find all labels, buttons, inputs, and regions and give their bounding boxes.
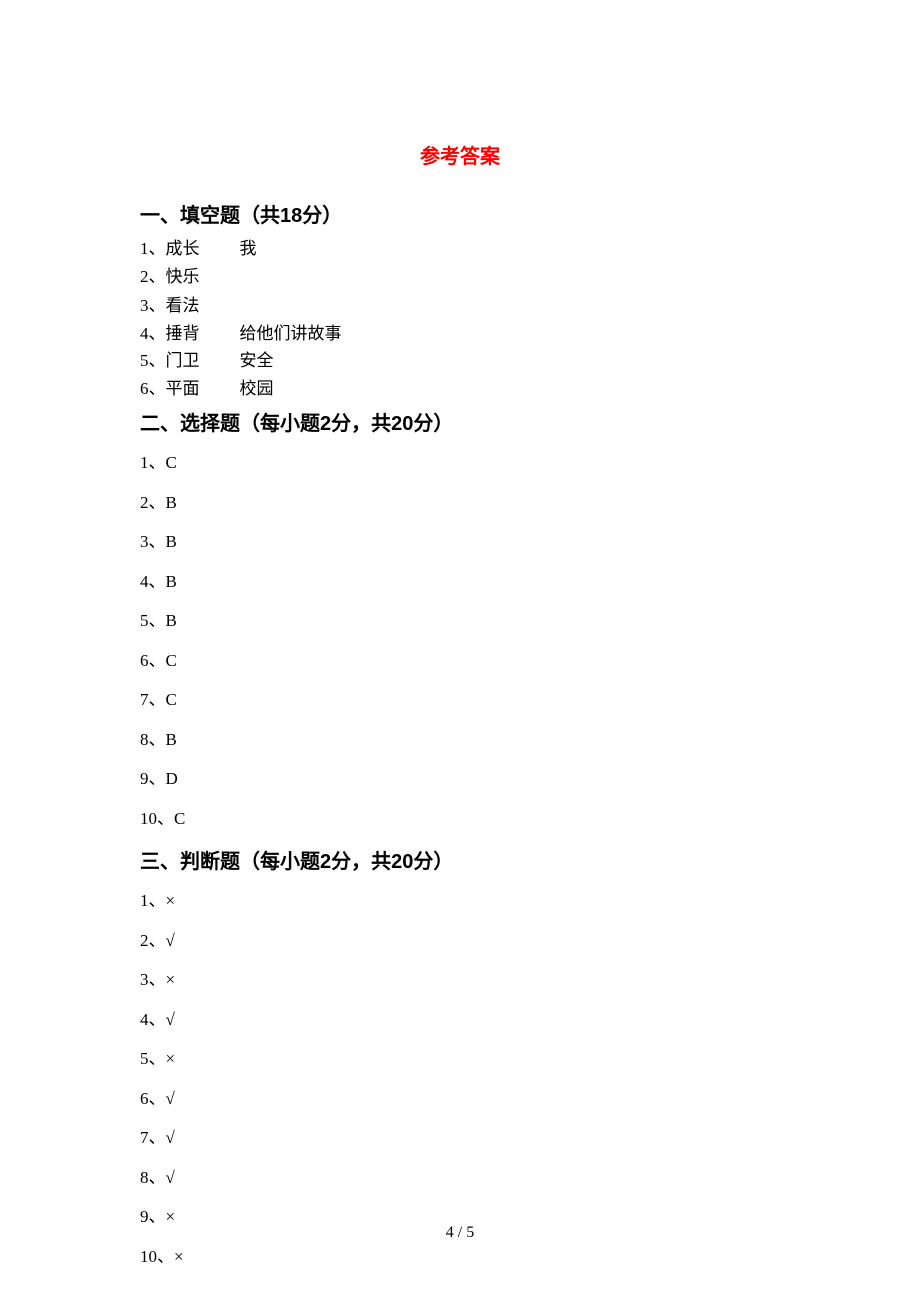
answer-text: × bbox=[166, 970, 176, 989]
choice-answer: 6、C bbox=[140, 648, 780, 674]
item-number: 3、 bbox=[140, 296, 166, 315]
section1-items: 1、成长我2、快乐3、看法4、捶背给他们讲故事5、门卫安全6、平面校园 bbox=[140, 236, 780, 401]
choice-answer: 10、C bbox=[140, 806, 780, 832]
fill-blank-answer: 6、平面 校园 bbox=[140, 376, 780, 402]
choice-answer: 1、C bbox=[140, 450, 780, 476]
fill-blank-answer: 1、成长 我 bbox=[140, 236, 780, 262]
item-number: 4、 bbox=[140, 572, 166, 591]
answer-text: C bbox=[166, 690, 177, 709]
answer-text: B bbox=[166, 493, 177, 512]
answer-text: C bbox=[174, 809, 185, 828]
item-number: 6、 bbox=[140, 379, 166, 398]
answer-text: √ bbox=[166, 1168, 175, 1187]
choice-answer: 5、B bbox=[140, 608, 780, 634]
answer-text: 校园 bbox=[240, 379, 274, 398]
item-number: 1、 bbox=[140, 891, 166, 910]
answer-text: 平面 bbox=[166, 379, 200, 398]
judge-answer: 2、√ bbox=[140, 928, 780, 954]
choice-answer: 7、C bbox=[140, 687, 780, 713]
answer-text: D bbox=[166, 769, 178, 788]
page-title: 参考答案 bbox=[140, 140, 780, 169]
answer-text: B bbox=[166, 572, 177, 591]
answer-text: √ bbox=[166, 1089, 175, 1108]
item-number: 5、 bbox=[140, 1049, 166, 1068]
answer-text: 给他们讲故事 bbox=[240, 324, 342, 343]
answer-text: × bbox=[166, 891, 176, 910]
item-number: 3、 bbox=[140, 532, 166, 551]
choice-answer: 3、B bbox=[140, 529, 780, 555]
judge-answer: 8、√ bbox=[140, 1165, 780, 1191]
fill-blank-answer: 4、捶背 给他们讲故事 bbox=[140, 321, 780, 347]
item-number: 8、 bbox=[140, 1168, 166, 1187]
answer-text: C bbox=[166, 453, 177, 472]
item-number: 10、 bbox=[140, 809, 174, 828]
judge-answer: 1、× bbox=[140, 888, 780, 914]
choice-answer: 2、B bbox=[140, 490, 780, 516]
answer-text: 门卫 bbox=[166, 351, 200, 370]
answer-text: √ bbox=[166, 1128, 175, 1147]
answer-text: √ bbox=[166, 1010, 175, 1029]
answer-text: 快乐 bbox=[166, 267, 200, 286]
answer-text: 安全 bbox=[240, 351, 274, 370]
item-number: 2、 bbox=[140, 267, 166, 286]
judge-answer: 10、× bbox=[140, 1244, 780, 1270]
judge-answer: 7、√ bbox=[140, 1125, 780, 1151]
item-number: 5、 bbox=[140, 351, 166, 370]
judge-answer: 6、√ bbox=[140, 1086, 780, 1112]
item-number: 7、 bbox=[140, 1128, 166, 1147]
answer-text: √ bbox=[166, 931, 175, 950]
item-number: 2、 bbox=[140, 493, 166, 512]
item-number: 7、 bbox=[140, 690, 166, 709]
item-number: 6、 bbox=[140, 651, 166, 670]
answer-text: B bbox=[166, 532, 177, 551]
section3-items: 1、×2、√3、×4、√5、×6、√7、√8、√9、×10、× bbox=[140, 888, 780, 1269]
answer-text: C bbox=[166, 651, 177, 670]
answer-text: B bbox=[166, 730, 177, 749]
item-number: 1、 bbox=[140, 453, 166, 472]
answer-text: 看法 bbox=[166, 296, 200, 315]
item-number: 1、 bbox=[140, 239, 166, 258]
item-number: 2、 bbox=[140, 931, 166, 950]
judge-answer: 5、× bbox=[140, 1046, 780, 1072]
item-number: 10、 bbox=[140, 1247, 174, 1266]
item-number: 5、 bbox=[140, 611, 166, 630]
page-number: 4 / 5 bbox=[0, 1224, 920, 1242]
fill-blank-answer: 2、快乐 bbox=[140, 264, 780, 290]
answer-text: 我 bbox=[240, 239, 257, 258]
item-number: 9、 bbox=[140, 769, 166, 788]
fill-blank-answer: 3、看法 bbox=[140, 293, 780, 319]
answer-text: × bbox=[166, 1049, 176, 1068]
item-number: 8、 bbox=[140, 730, 166, 749]
answer-text: × bbox=[174, 1247, 184, 1266]
choice-answer: 8、B bbox=[140, 727, 780, 753]
section3-header: 三、判断题（每小题2分，共20分） bbox=[140, 845, 780, 874]
choice-answer: 9、D bbox=[140, 766, 780, 792]
answer-text: 捶背 bbox=[166, 324, 200, 343]
judge-answer: 4、√ bbox=[140, 1007, 780, 1033]
fill-blank-answer: 5、门卫 安全 bbox=[140, 348, 780, 374]
item-number: 4、 bbox=[140, 1010, 166, 1029]
answer-text: B bbox=[166, 611, 177, 630]
section2-items: 1、C2、B3、B4、B5、B6、C7、C8、B9、D10、C bbox=[140, 450, 780, 831]
answer-text: 成长 bbox=[166, 239, 200, 258]
section2-header: 二、选择题（每小题2分，共20分） bbox=[140, 407, 780, 436]
item-number: 4、 bbox=[140, 324, 166, 343]
item-number: 3、 bbox=[140, 970, 166, 989]
item-number: 6、 bbox=[140, 1089, 166, 1108]
choice-answer: 4、B bbox=[140, 569, 780, 595]
judge-answer: 3、× bbox=[140, 967, 780, 993]
section1-header: 一、填空题（共18分） bbox=[140, 199, 780, 228]
